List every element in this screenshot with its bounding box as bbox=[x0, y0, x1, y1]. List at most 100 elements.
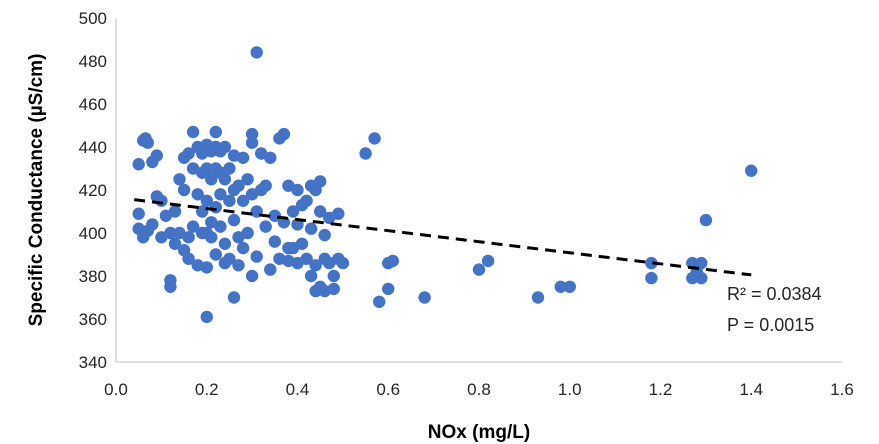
x-tick-label: 0.8 bbox=[467, 380, 491, 399]
data-point bbox=[232, 259, 245, 272]
x-tick-label: 1.6 bbox=[830, 380, 854, 399]
data-point bbox=[250, 250, 263, 263]
y-axis-title: Specific Conductance (µS/cm) bbox=[26, 54, 47, 327]
data-point bbox=[277, 127, 291, 141]
data-point bbox=[695, 271, 708, 285]
data-point bbox=[250, 46, 263, 59]
data-point bbox=[223, 162, 236, 175]
x-axis-title: NOx (mg/L) bbox=[428, 422, 530, 443]
data-point bbox=[209, 201, 222, 214]
data-point bbox=[268, 235, 281, 248]
data-point bbox=[481, 254, 495, 268]
y-tick-label: 360 bbox=[79, 310, 107, 329]
data-point bbox=[386, 254, 399, 268]
data-point bbox=[182, 147, 195, 160]
data-point bbox=[245, 127, 259, 141]
data-point bbox=[141, 136, 154, 149]
data-point bbox=[327, 282, 340, 296]
data-point bbox=[209, 125, 222, 139]
data-point bbox=[241, 226, 254, 240]
y-tick-label: 340 bbox=[79, 353, 107, 372]
data-point bbox=[173, 173, 186, 186]
x-tick-labels: 0.0 0.2 0.4 0.6 0.8 1.0 1.2 1.4 1.6 bbox=[104, 380, 854, 399]
data-point bbox=[146, 218, 159, 231]
data-point bbox=[304, 222, 318, 235]
data-points bbox=[132, 46, 758, 324]
data-point bbox=[472, 263, 486, 276]
data-point bbox=[359, 147, 372, 160]
data-point bbox=[531, 291, 545, 304]
data-point bbox=[645, 271, 658, 285]
x-tick-label: 1.4 bbox=[739, 380, 763, 399]
data-point bbox=[314, 205, 327, 218]
data-point bbox=[245, 269, 259, 283]
data-point bbox=[218, 140, 232, 154]
data-point bbox=[218, 173, 232, 186]
data-point bbox=[241, 173, 254, 186]
data-point bbox=[336, 256, 350, 270]
data-point bbox=[368, 132, 381, 145]
data-point bbox=[227, 213, 241, 227]
data-point bbox=[196, 205, 209, 218]
data-point bbox=[236, 194, 250, 207]
x-tick-label: 1.2 bbox=[649, 380, 673, 399]
data-point bbox=[236, 151, 250, 164]
data-point bbox=[645, 256, 658, 270]
data-point bbox=[168, 237, 182, 250]
data-point bbox=[318, 228, 331, 242]
data-point bbox=[314, 175, 327, 188]
data-point bbox=[186, 125, 200, 139]
data-point bbox=[227, 291, 241, 304]
data-point bbox=[214, 220, 227, 233]
data-point bbox=[236, 241, 250, 255]
data-point bbox=[295, 237, 309, 250]
data-point bbox=[132, 207, 145, 220]
y-tick-labels: 340 360 380 400 420 440 460 480 500 bbox=[79, 9, 107, 372]
data-point bbox=[232, 179, 245, 192]
data-point bbox=[563, 280, 576, 293]
data-point bbox=[200, 310, 213, 324]
data-point bbox=[205, 231, 218, 244]
data-point bbox=[168, 205, 182, 218]
data-point bbox=[264, 151, 277, 164]
data-point bbox=[223, 252, 236, 265]
data-point bbox=[291, 183, 304, 197]
y-tick-label: 440 bbox=[79, 138, 107, 157]
r-squared-annotation: R² = 0.0384 bbox=[727, 284, 822, 304]
x-tick-label: 0.0 bbox=[104, 380, 128, 399]
data-point bbox=[214, 188, 227, 201]
x-tick-label: 0.2 bbox=[195, 380, 219, 399]
data-point bbox=[259, 220, 272, 233]
y-tick-label: 420 bbox=[79, 181, 107, 200]
data-point bbox=[745, 164, 758, 177]
data-point bbox=[164, 280, 177, 293]
data-point bbox=[205, 173, 218, 186]
data-point bbox=[268, 209, 281, 222]
data-point bbox=[245, 136, 259, 149]
data-point bbox=[164, 226, 177, 240]
data-point bbox=[223, 194, 236, 207]
data-point bbox=[304, 269, 318, 283]
data-point bbox=[182, 252, 195, 265]
x-tick-label: 0.4 bbox=[286, 380, 310, 399]
data-point bbox=[218, 237, 232, 250]
p-value-annotation: P = 0.0015 bbox=[727, 315, 814, 335]
data-point bbox=[309, 259, 322, 272]
data-point bbox=[300, 252, 313, 265]
y-tick-label: 380 bbox=[79, 267, 107, 286]
data-point bbox=[200, 261, 213, 274]
y-tick-label: 500 bbox=[79, 9, 107, 28]
data-point bbox=[150, 149, 163, 162]
trendline bbox=[133, 198, 752, 277]
data-point bbox=[264, 263, 277, 276]
data-point bbox=[177, 183, 191, 197]
data-point bbox=[286, 205, 300, 218]
data-point bbox=[200, 162, 213, 175]
x-tick-label: 1.0 bbox=[558, 380, 582, 399]
y-tick-label: 480 bbox=[79, 52, 107, 71]
data-point bbox=[300, 194, 313, 207]
data-point bbox=[554, 280, 567, 293]
data-point bbox=[332, 207, 345, 220]
data-point bbox=[209, 248, 222, 261]
